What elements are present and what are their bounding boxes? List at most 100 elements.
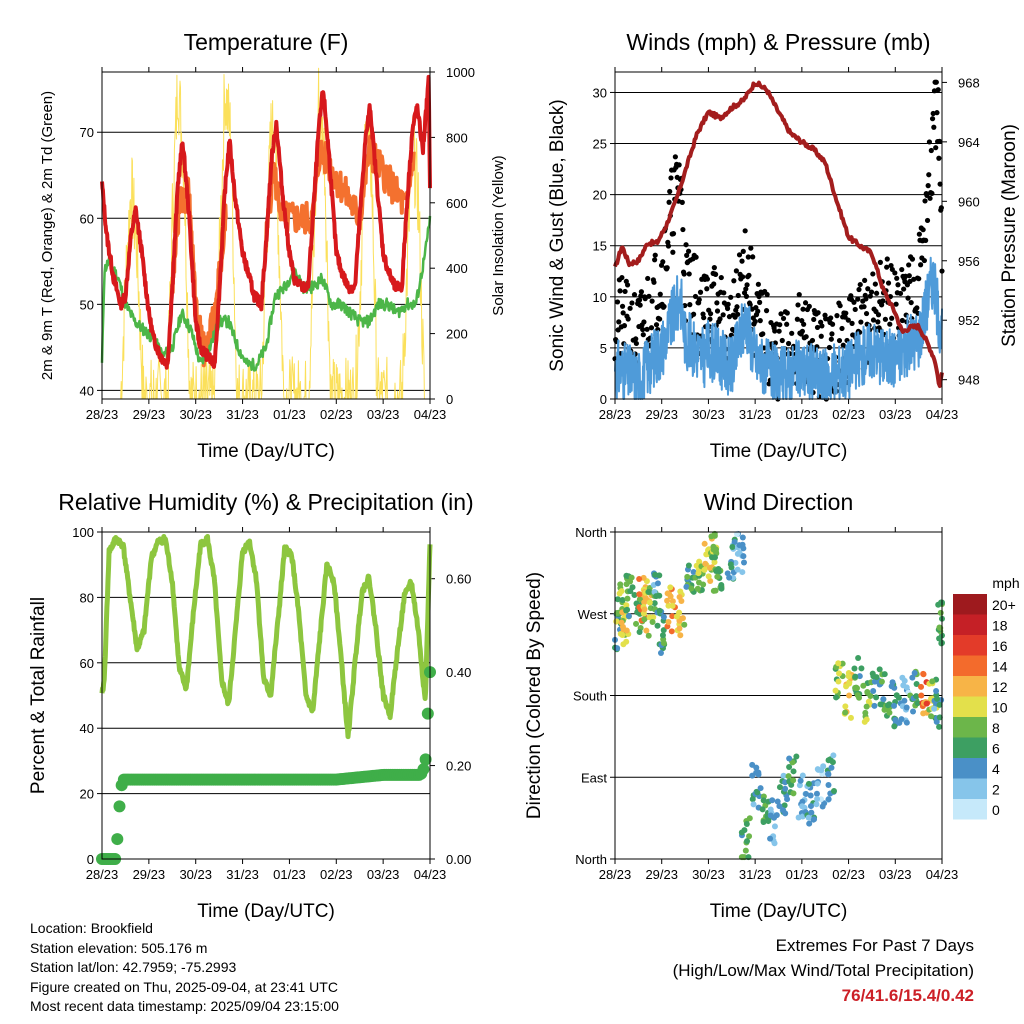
- x-tick-label: 01/23: [786, 407, 819, 422]
- y2-tick-label: 964: [958, 135, 980, 150]
- x-tick-label: 02/23: [320, 867, 353, 882]
- direction-point: [746, 833, 753, 840]
- x-tick-label: 01/23: [273, 407, 306, 422]
- gust-point: [651, 279, 657, 285]
- y-tick-label: 20: [593, 188, 607, 203]
- direction-point: [667, 593, 674, 600]
- direction-point: [653, 593, 660, 600]
- direction-point: [744, 838, 751, 845]
- gust-point: [641, 319, 647, 325]
- direction-point: [914, 700, 921, 707]
- direction-point: [889, 679, 896, 686]
- legend-swatch: [953, 696, 987, 717]
- direction-point: [790, 790, 797, 797]
- direction-point: [711, 559, 718, 566]
- direction-point: [619, 631, 626, 638]
- gust-point: [736, 252, 743, 258]
- gust-point: [764, 291, 770, 298]
- direction-point: [803, 790, 810, 797]
- x-tick-label: 03/23: [879, 407, 912, 422]
- direction-point: [880, 696, 887, 703]
- y-axis-label: 2m & 9m T (Red, Orange) & 2m Td (Green): [39, 91, 56, 380]
- precip-point: [113, 800, 126, 813]
- legend-label: 14: [992, 659, 1008, 675]
- direction-point: [776, 803, 783, 810]
- gust-point: [683, 242, 689, 248]
- direction-point: [937, 609, 944, 616]
- x-tick-label: 31/23: [739, 407, 772, 422]
- y-tick-label: 100: [72, 525, 94, 540]
- y2-tick-label: 800: [446, 130, 468, 145]
- direction-point: [685, 562, 692, 569]
- legend-swatch: [953, 717, 987, 738]
- direction-point: [813, 801, 820, 808]
- direction-point: [865, 698, 872, 705]
- gust-point: [619, 274, 625, 281]
- gust-point: [933, 79, 939, 85]
- legend-swatch: [953, 758, 987, 779]
- gust-point: [779, 337, 785, 344]
- direction-point: [813, 790, 820, 797]
- direction-point: [724, 570, 731, 577]
- direction-point: [881, 671, 888, 678]
- direction-point: [668, 628, 675, 635]
- chart-title: Wind Direction: [704, 489, 854, 515]
- direction-point: [929, 678, 936, 685]
- direction-point: [677, 632, 684, 639]
- direction-point: [829, 759, 836, 766]
- gust-point: [899, 266, 905, 273]
- direction-point: [918, 692, 925, 699]
- gust-point: [872, 281, 878, 287]
- direction-point: [654, 580, 661, 587]
- legend-label: 4: [992, 761, 1000, 777]
- legend-label: 8: [992, 720, 1000, 736]
- legend-swatch: [953, 655, 987, 676]
- gust-point: [720, 312, 726, 318]
- direction-point: [641, 606, 648, 613]
- gust-point: [616, 319, 622, 325]
- direction-point: [749, 772, 756, 779]
- gust-point: [666, 199, 672, 205]
- x-tick-label: 29/23: [645, 867, 678, 882]
- direction-point: [669, 613, 676, 620]
- direction-point: [681, 621, 688, 628]
- gust-point: [818, 333, 824, 339]
- gust-point: [837, 303, 843, 309]
- x-tick-label: 28/23: [86, 407, 119, 422]
- gust-point: [743, 286, 749, 292]
- gust-point: [870, 271, 876, 277]
- direction-point: [796, 782, 803, 789]
- legend-swatch: [953, 635, 987, 656]
- gust-point: [809, 337, 816, 344]
- direction-point: [771, 823, 778, 830]
- direction-point: [640, 574, 647, 581]
- extremes-values: 76/41.6/15.4/0.42: [841, 986, 974, 1005]
- direction-point: [786, 755, 793, 762]
- direction-point: [799, 803, 806, 810]
- direction-point: [767, 806, 774, 813]
- gust-point: [843, 310, 849, 316]
- direction-point: [808, 809, 815, 816]
- x-axis-label: Time (Day/UTC): [197, 901, 335, 922]
- gust-point: [667, 188, 673, 195]
- plot-border: [101, 531, 431, 860]
- direction-point: [825, 782, 832, 789]
- y-tick-label: 0: [87, 852, 94, 867]
- gust-point: [907, 278, 913, 285]
- direction-point: [750, 801, 757, 808]
- y2-tick-label: 0: [446, 392, 453, 407]
- gust-point: [625, 316, 631, 322]
- x-tick-label: 30/23: [179, 867, 212, 882]
- direction-point: [636, 591, 643, 598]
- gust-point: [849, 320, 855, 326]
- x-tick-label: 30/23: [692, 407, 725, 422]
- gust-point: [785, 340, 792, 347]
- gust-point: [861, 304, 867, 310]
- direction-point: [856, 673, 863, 680]
- gust-point: [772, 340, 778, 346]
- gust-point: [744, 282, 750, 288]
- direction-point: [793, 753, 800, 760]
- gust-point: [645, 275, 651, 282]
- direction-point: [909, 674, 916, 681]
- y-tick-label: 0: [600, 392, 607, 407]
